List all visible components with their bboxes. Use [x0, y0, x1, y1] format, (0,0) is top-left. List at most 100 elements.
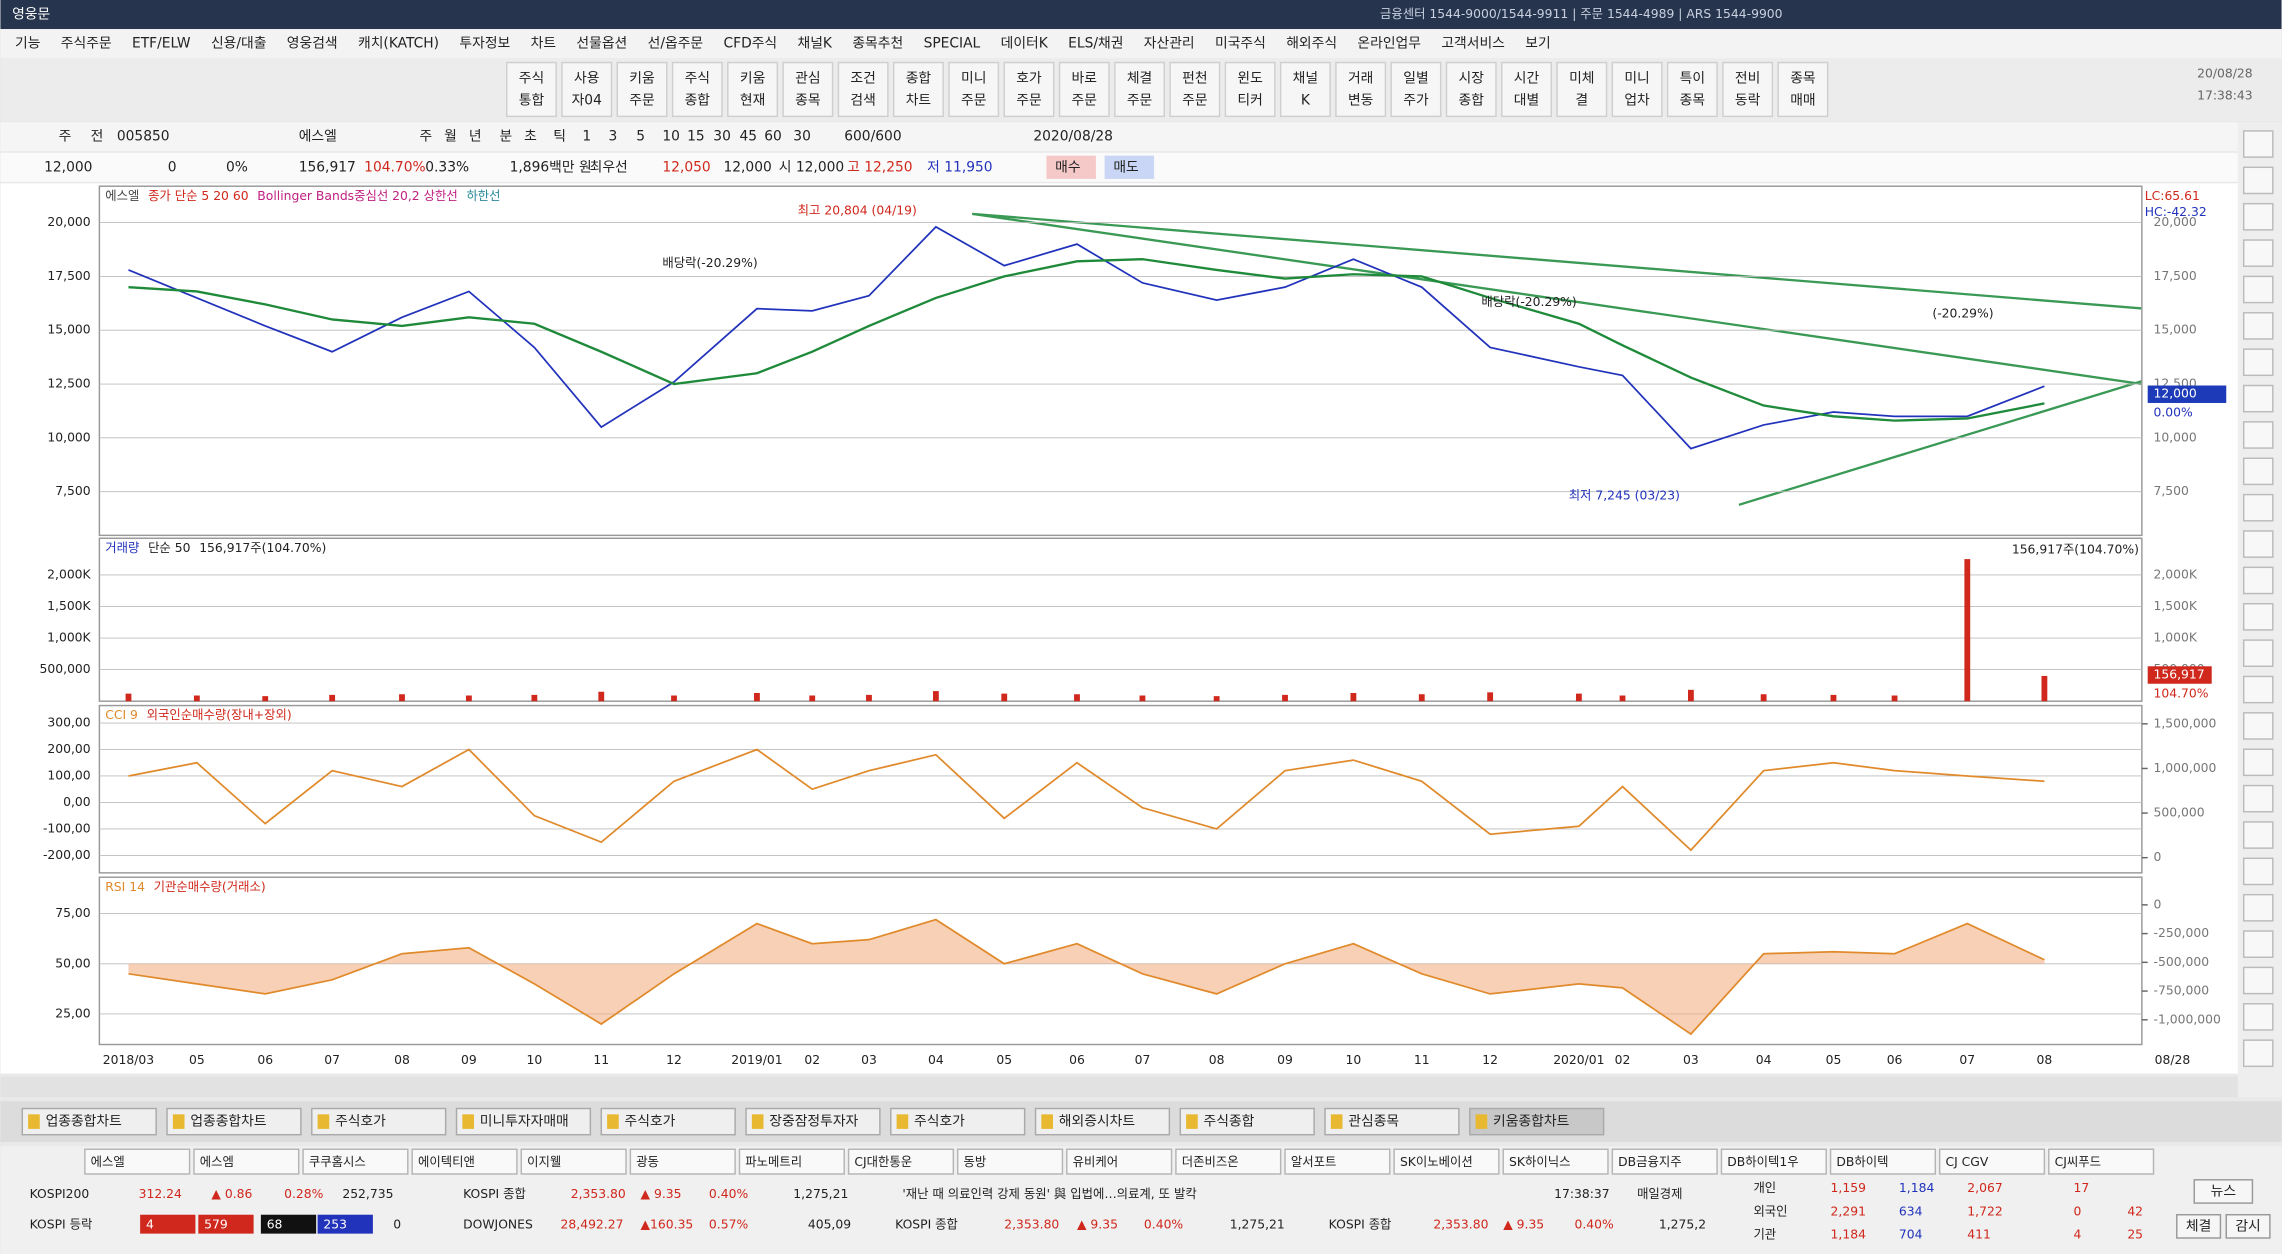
menu-item[interactable]: 투자정보 — [459, 36, 510, 52]
toolbar-button[interactable] — [1224, 61, 1276, 118]
menu-item[interactable]: CFD주식 — [723, 36, 777, 52]
toolbar-button[interactable] — [1279, 61, 1331, 118]
stock-button[interactable] — [1611, 1148, 1718, 1175]
stock-button[interactable] — [847, 1148, 955, 1175]
scrollbar[interactable] — [0, 1076, 2238, 1097]
menu-item[interactable]: 종목추천 — [852, 36, 903, 52]
menu-item[interactable]: ETF/ELW — [132, 36, 191, 52]
toolbar-button[interactable] — [837, 61, 889, 118]
tool-icon[interactable] — [2242, 202, 2274, 231]
tab[interactable] — [311, 1107, 447, 1136]
stock-button[interactable] — [520, 1148, 627, 1175]
tab[interactable] — [745, 1107, 881, 1136]
toolbar-button[interactable] — [1058, 61, 1110, 118]
stock-button[interactable] — [629, 1148, 736, 1175]
tab[interactable] — [1324, 1107, 1460, 1136]
toolbar-button[interactable] — [1169, 61, 1221, 118]
tool-icon[interactable] — [2242, 384, 2274, 413]
tab[interactable] — [600, 1107, 736, 1136]
stock-button[interactable] — [1066, 1148, 1173, 1175]
stock-button[interactable] — [1284, 1148, 1391, 1175]
tool-icon[interactable] — [2242, 566, 2274, 595]
tool-icon[interactable] — [2242, 130, 2274, 158]
menu-item[interactable]: 캐치(KATCH) — [358, 36, 439, 52]
tab[interactable] — [455, 1107, 592, 1136]
menu-item[interactable]: 신용/대출 — [211, 36, 266, 52]
tool-icon[interactable] — [2242, 493, 2274, 522]
menu-item[interactable]: 데이터K — [1001, 36, 1049, 52]
tool-icon[interactable] — [2242, 784, 2274, 813]
tool-icon[interactable] — [2242, 166, 2274, 195]
stock-button[interactable] — [1720, 1148, 1827, 1175]
toolbar-button[interactable] — [671, 61, 723, 118]
toolbar-button[interactable] — [1556, 61, 1608, 118]
stock-button[interactable] — [1938, 1148, 2046, 1175]
menu-item[interactable]: 해외주식 — [1286, 36, 1337, 52]
tool-icon[interactable] — [2242, 1003, 2274, 1031]
tool-icon[interactable] — [2242, 457, 2274, 486]
button-label[interactable]: 뉴스 — [2211, 1183, 2236, 1199]
toolbar-button[interactable] — [505, 61, 557, 118]
tool-icon[interactable] — [2242, 712, 2274, 740]
side-button[interactable] — [2193, 1179, 2254, 1204]
stock-button[interactable] — [1829, 1148, 1937, 1175]
tool-icon[interactable] — [2242, 821, 2274, 849]
tool-icon[interactable] — [2242, 312, 2274, 340]
button-label[interactable]: 감시 — [2235, 1218, 2260, 1234]
tool-icon[interactable] — [2242, 530, 2274, 558]
tool-icon[interactable] — [2242, 748, 2274, 777]
menu-item[interactable]: 보기 — [1525, 36, 1550, 52]
toolbar-button[interactable] — [1445, 61, 1497, 118]
tool-icon[interactable] — [2242, 1039, 2274, 1068]
toolbar-button[interactable] — [782, 61, 834, 118]
menu-item[interactable]: 기능 — [15, 36, 40, 52]
tool-icon[interactable] — [2242, 639, 2274, 668]
toolbar-button[interactable] — [1114, 61, 1166, 118]
stock-button[interactable] — [1502, 1148, 1609, 1175]
side-button[interactable] — [2225, 1213, 2271, 1239]
tool-icon[interactable] — [2242, 602, 2274, 631]
toolbar-button[interactable] — [727, 61, 779, 118]
tab[interactable] — [1034, 1107, 1171, 1136]
menu-item[interactable]: SPECIAL — [924, 36, 981, 52]
stock-button[interactable] — [738, 1148, 845, 1175]
order-button[interactable] — [1104, 155, 1155, 179]
tool-icon[interactable] — [2242, 857, 2274, 886]
toolbar-button[interactable] — [892, 61, 944, 118]
menu-item[interactable]: 미국주식 — [1215, 36, 1266, 52]
tool-icon[interactable] — [2242, 275, 2274, 304]
tool-icon[interactable] — [2242, 966, 2274, 995]
tool-icon[interactable] — [2242, 348, 2274, 377]
menu-item[interactable]: 온라인업무 — [1357, 36, 1421, 52]
stock-button[interactable] — [956, 1148, 1064, 1175]
tool-icon[interactable] — [2242, 893, 2274, 922]
order-button[interactable] — [1046, 155, 1096, 179]
toolbar-button[interactable] — [1777, 61, 1829, 118]
tab[interactable] — [166, 1107, 302, 1136]
toolbar-button[interactable] — [1501, 61, 1552, 118]
toolbar-button[interactable] — [1003, 61, 1055, 118]
toolbar-button[interactable] — [1390, 61, 1442, 118]
stock-button[interactable] — [193, 1148, 300, 1175]
tool-icon[interactable] — [2242, 239, 2274, 267]
toolbar-button[interactable] — [561, 61, 613, 118]
menu-item[interactable]: ELS/채권 — [1068, 36, 1123, 52]
tool-icon[interactable] — [2242, 930, 2274, 958]
stock-button[interactable] — [1175, 1148, 1282, 1175]
toolbar-button[interactable] — [948, 61, 1000, 118]
toolbar-button[interactable] — [616, 61, 668, 118]
stock-button[interactable] — [302, 1148, 409, 1175]
stock-button[interactable] — [84, 1148, 191, 1175]
toolbar-button[interactable] — [1722, 61, 1774, 118]
menu-item[interactable]: 차트 — [531, 36, 556, 52]
tool-icon[interactable] — [2242, 675, 2274, 704]
menu-item[interactable]: 선/옵주문 — [648, 36, 703, 52]
button-label[interactable]: 체결 — [2186, 1218, 2211, 1234]
menu-item[interactable]: 채널K — [798, 36, 833, 52]
menu-item[interactable]: 고객서비스 — [1441, 36, 1505, 52]
tool-icon[interactable] — [2242, 421, 2274, 449]
menu-item[interactable]: 선물옵션 — [576, 36, 627, 52]
toolbar-button[interactable] — [1611, 61, 1663, 118]
toolbar-button[interactable] — [1666, 61, 1718, 118]
stock-button[interactable] — [1393, 1148, 1500, 1175]
